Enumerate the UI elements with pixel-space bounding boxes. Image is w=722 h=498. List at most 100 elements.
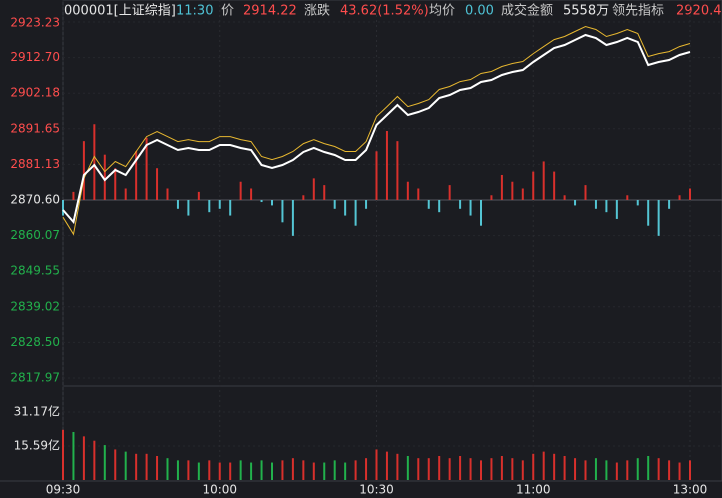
volume-bar — [197, 462, 200, 480]
volume-bar — [260, 460, 263, 480]
indicator-bar — [500, 174, 503, 200]
volume-bar — [678, 462, 681, 480]
indicator-bar — [208, 200, 211, 213]
indicator-bar — [615, 200, 618, 219]
y-tick-label: 2828.50 — [10, 335, 60, 349]
indicator-bar — [605, 200, 608, 213]
volume-bar — [375, 449, 378, 480]
header-item: 涨跌 — [304, 3, 330, 19]
indicator-bar — [187, 200, 190, 216]
indicator-bar — [323, 185, 326, 200]
indicator-bar — [553, 171, 556, 200]
volume-bar — [584, 460, 587, 480]
indicator-bar — [689, 188, 691, 200]
volume-bar — [385, 451, 388, 480]
indicator-bar — [636, 200, 639, 206]
volume-bar — [82, 436, 85, 480]
header-item: 价 — [221, 4, 234, 19]
volume-bar — [459, 455, 462, 480]
volume-bar — [668, 460, 671, 480]
indicator-bar — [239, 181, 242, 200]
indicator-bar — [250, 188, 253, 200]
indicator-bar — [647, 200, 650, 226]
price-line — [62, 25, 691, 236]
indicator-bar — [93, 124, 96, 200]
volume-bar — [145, 453, 148, 480]
volume-bar — [396, 453, 399, 480]
y-tick-label: 2860.07 — [10, 228, 60, 242]
y-tick-label: 2923.23 — [10, 16, 60, 30]
volume-bar — [521, 460, 524, 480]
volume-bar — [657, 458, 660, 480]
volume-bar — [427, 458, 430, 480]
volume-bar — [333, 460, 336, 480]
y-tick-label: 2849.55 — [10, 264, 60, 278]
volume-bar — [605, 460, 608, 480]
indicator-bar — [114, 168, 117, 200]
volume-bar — [406, 455, 409, 480]
indicator-bar — [281, 200, 284, 223]
indicator-bar — [302, 195, 305, 200]
indicator-bar — [448, 185, 451, 200]
indicator-bar — [480, 200, 482, 226]
indicator-bar — [511, 181, 514, 200]
indicator-bar — [72, 191, 75, 200]
indicator-bar — [563, 195, 566, 200]
indicator-bar — [291, 200, 294, 236]
volume-bar — [511, 458, 514, 480]
plot-frame — [62, 0, 722, 482]
indicator-bar — [124, 188, 127, 200]
indicator-bar — [156, 168, 159, 200]
indicator-bar — [532, 171, 535, 200]
volume-bar — [93, 440, 96, 480]
volume-bar — [312, 462, 315, 480]
volume-bar — [176, 460, 179, 480]
indicator-bar — [584, 185, 587, 200]
indicator-bar — [417, 188, 420, 200]
y-tick-label: 2870.60 — [10, 193, 60, 207]
volume-bar — [469, 458, 472, 480]
indicator-bar — [145, 137, 148, 200]
volume-bar — [553, 453, 556, 480]
volume-bar — [156, 455, 159, 480]
indicator-bar — [135, 151, 138, 200]
indicator-bar — [344, 200, 347, 216]
header-item: 5558万 — [563, 4, 609, 19]
indicator-bar — [218, 200, 221, 209]
volume-bar — [271, 462, 273, 480]
volume-bar — [615, 462, 618, 480]
volume-bar — [187, 460, 190, 480]
indicator-bar — [375, 151, 378, 200]
volume-bar — [103, 445, 106, 480]
indicator-bar — [229, 200, 232, 216]
volume-bar — [135, 453, 138, 480]
indicator-bar — [406, 181, 409, 200]
volume-bar — [344, 462, 347, 480]
volume-bar — [124, 451, 127, 480]
indicator-bar — [678, 195, 681, 200]
x-tick-label: 11:00 — [516, 483, 551, 497]
y-tick-label: 2891.65 — [10, 121, 60, 135]
indicator-bar — [271, 200, 273, 206]
volume-bar — [563, 455, 566, 480]
volume-bar — [417, 458, 420, 480]
y-tick-label: 2817.97 — [10, 371, 60, 385]
volume-bar — [208, 460, 211, 480]
price-line — [62, 33, 691, 225]
volume-bar — [239, 460, 242, 480]
x-tick-label: 10:00 — [202, 483, 237, 497]
volume-bar — [500, 455, 503, 480]
indicator-bar — [354, 200, 357, 226]
y-tick-label: 2902.18 — [10, 86, 60, 100]
header-item: 43.62(1.52%) — [340, 4, 429, 19]
volume-bar — [574, 458, 577, 480]
volume-bar — [689, 460, 691, 480]
header-item: 领先指标 — [612, 4, 664, 19]
y-tick-label: 2881.13 — [10, 157, 60, 171]
volume-bar — [448, 458, 451, 480]
volume-bar — [250, 462, 253, 480]
volume-bar — [72, 431, 75, 480]
volume-bar — [281, 460, 284, 480]
